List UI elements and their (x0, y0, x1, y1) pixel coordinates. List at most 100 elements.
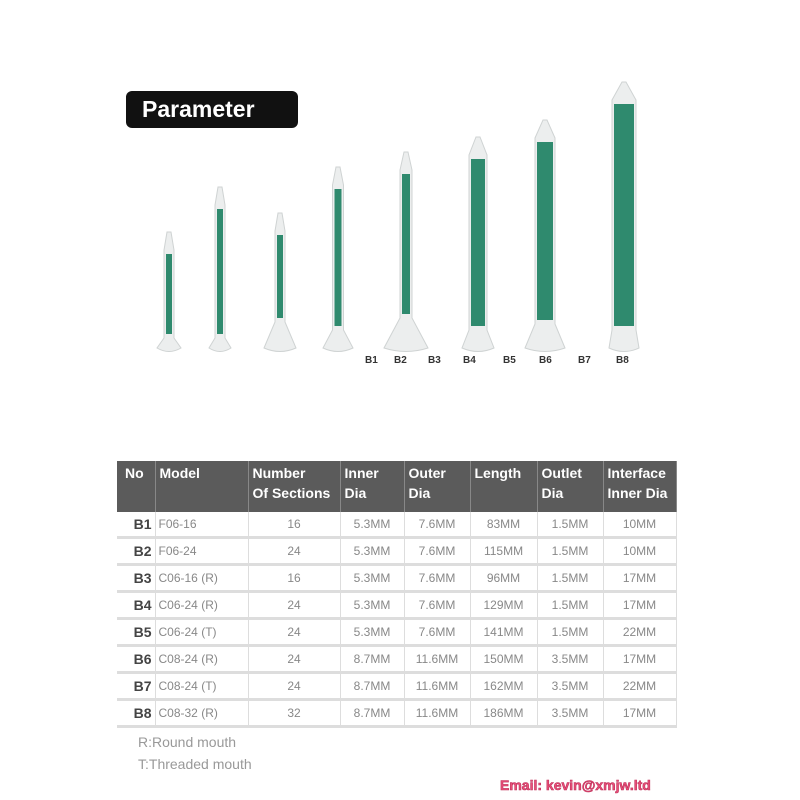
table-cell: 115MM (470, 537, 538, 566)
table-cell: 22MM (603, 672, 677, 701)
mixer-nozzles-image (156, 81, 640, 352)
table-cell: 129MM (470, 591, 538, 620)
table-cell: 16 (248, 512, 341, 539)
mixer-element (277, 235, 283, 318)
table-cell: 162MM (470, 672, 538, 701)
table-cell: 7.6MM (404, 591, 471, 620)
table-cell: 96MM (470, 564, 538, 593)
column-header: Length (470, 461, 538, 512)
parameter-table: No Model Number Of Sections Inner Dia Outer Dia… (117, 461, 677, 728)
table-cell: 7.6MM (404, 618, 471, 647)
table-cell: 17MM (603, 591, 677, 620)
table-cell: 141MM (470, 618, 538, 647)
table-cell: C08-24 (T) (155, 672, 249, 701)
table-cell: 16 (248, 564, 341, 593)
column-header-text: Dia (344, 485, 367, 501)
column-header-text: Model (159, 465, 200, 481)
table-cell: 3.5MM (537, 672, 604, 701)
table-row: B7 C08-24 (T) 24 8.7MM 11.6MM 162MM 3.5MM 22MM (117, 672, 677, 701)
table-row: B4 C06-24 (R) 24 5.3MM 7.6MM 129MM 1.5MM 17MM (117, 591, 677, 620)
table-cell: B8 (117, 699, 156, 728)
table-cell: 150MM (470, 645, 538, 674)
table-cell: B3 (117, 564, 156, 593)
note-round: R:Round mouth (138, 734, 237, 750)
table-cell: 7.6MM (404, 564, 471, 593)
table-cell: 8.7MM (340, 645, 405, 674)
column-header-text: Inner (344, 465, 379, 481)
column-header-text: Of Sections (252, 485, 331, 501)
table-cell: 10MM (603, 537, 677, 566)
table-cell: 186MM (470, 699, 538, 728)
table-cell: B2 (117, 537, 156, 566)
table-row: B1 F06-16 16 5.3MM 7.6MM 83MM 1.5MM 10MM (117, 512, 677, 539)
table-cell: 1.5MM (537, 564, 604, 593)
table-cell: 1.5MM (537, 537, 604, 566)
table-cell: B4 (117, 591, 156, 620)
table-cell: 5.3MM (340, 537, 405, 566)
table-row: B2 F06-24 24 5.3MM 7.6MM 115MM 1.5MM 10MM (117, 537, 677, 566)
mixer-element (471, 159, 485, 326)
table-cell: F06-16 (155, 512, 249, 539)
table-cell: 7.6MM (404, 537, 471, 566)
table-cell: 22MM (603, 618, 677, 647)
table-cell: C08-24 (R) (155, 645, 249, 674)
table-cell: 5.3MM (340, 591, 405, 620)
table-cell: C06-16 (R) (155, 564, 249, 593)
table-row: B3 C06-16 (R) 16 5.3MM 7.6MM 96MM 1.5MM 17MM (117, 564, 677, 593)
mixer-element (614, 104, 634, 326)
column-header: Interface Inner Dia (603, 461, 677, 512)
table-cell: 5.3MM (340, 512, 405, 539)
email-watermark: Email: kevin@xmjw.ltd (500, 777, 651, 794)
table-cell: 3.5MM (537, 699, 604, 728)
table-header-row: No Model Number Of Sections Inner Dia Outer Dia… (117, 461, 677, 512)
product-label: B4 (463, 355, 476, 366)
column-header-text: Number (252, 465, 306, 481)
mixer-element (217, 209, 223, 334)
column-header-text: Interface (607, 465, 666, 481)
column-header: Outer Dia (404, 461, 471, 512)
table-cell: 7.6MM (404, 512, 471, 539)
table-cell: 1.5MM (537, 512, 604, 539)
table-cell: F06-24 (155, 537, 249, 566)
table-cell: 8.7MM (340, 672, 405, 701)
product-label: B6 (539, 355, 552, 366)
column-header: Model (155, 461, 249, 512)
product-label: B1 (365, 355, 378, 366)
table-cell: B6 (117, 645, 156, 674)
column-header-text: Dia (541, 485, 564, 501)
table-cell: 1.5MM (537, 618, 604, 647)
table-cell: C06-24 (R) (155, 591, 249, 620)
table-cell: 1.5MM (537, 591, 604, 620)
table-cell: 17MM (603, 645, 677, 674)
table-cell: 8.7MM (340, 699, 405, 728)
table-cell: 11.6MM (404, 699, 471, 728)
column-header: No (117, 461, 156, 512)
table-cell: 5.3MM (340, 564, 405, 593)
table-cell: C06-24 (T) (155, 618, 249, 647)
column-header-text: Inner Dia (607, 485, 668, 501)
parameter-title: Parameter (126, 91, 298, 128)
column-header-text: No (125, 465, 144, 481)
product-label: B8 (616, 355, 629, 366)
table-cell: B1 (117, 512, 156, 539)
product-label: B3 (428, 355, 441, 366)
table-cell: 32 (248, 699, 341, 728)
table-cell: 24 (248, 645, 341, 674)
column-header-text: Dia (408, 485, 431, 501)
column-header-text: Length (474, 465, 522, 481)
table-cell: 10MM (603, 512, 677, 539)
column-header-text: Outlet (541, 465, 582, 481)
mixer-element (334, 189, 342, 326)
mixer-element (402, 174, 410, 314)
column-header-text: Outer (408, 465, 446, 481)
table-cell: 5.3MM (340, 618, 405, 647)
mixer-element (166, 254, 172, 334)
table-row: B6 C08-24 (R) 24 8.7MM 11.6MM 150MM 3.5MM 17MM (117, 645, 677, 674)
table-cell: 17MM (603, 699, 677, 728)
table-cell: C08-32 (R) (155, 699, 249, 728)
product-label: B5 (503, 355, 516, 366)
table-cell: 24 (248, 591, 341, 620)
column-header: Inner Dia (340, 461, 405, 512)
column-header: Number Of Sections (248, 461, 341, 512)
mixer-element (537, 142, 553, 320)
